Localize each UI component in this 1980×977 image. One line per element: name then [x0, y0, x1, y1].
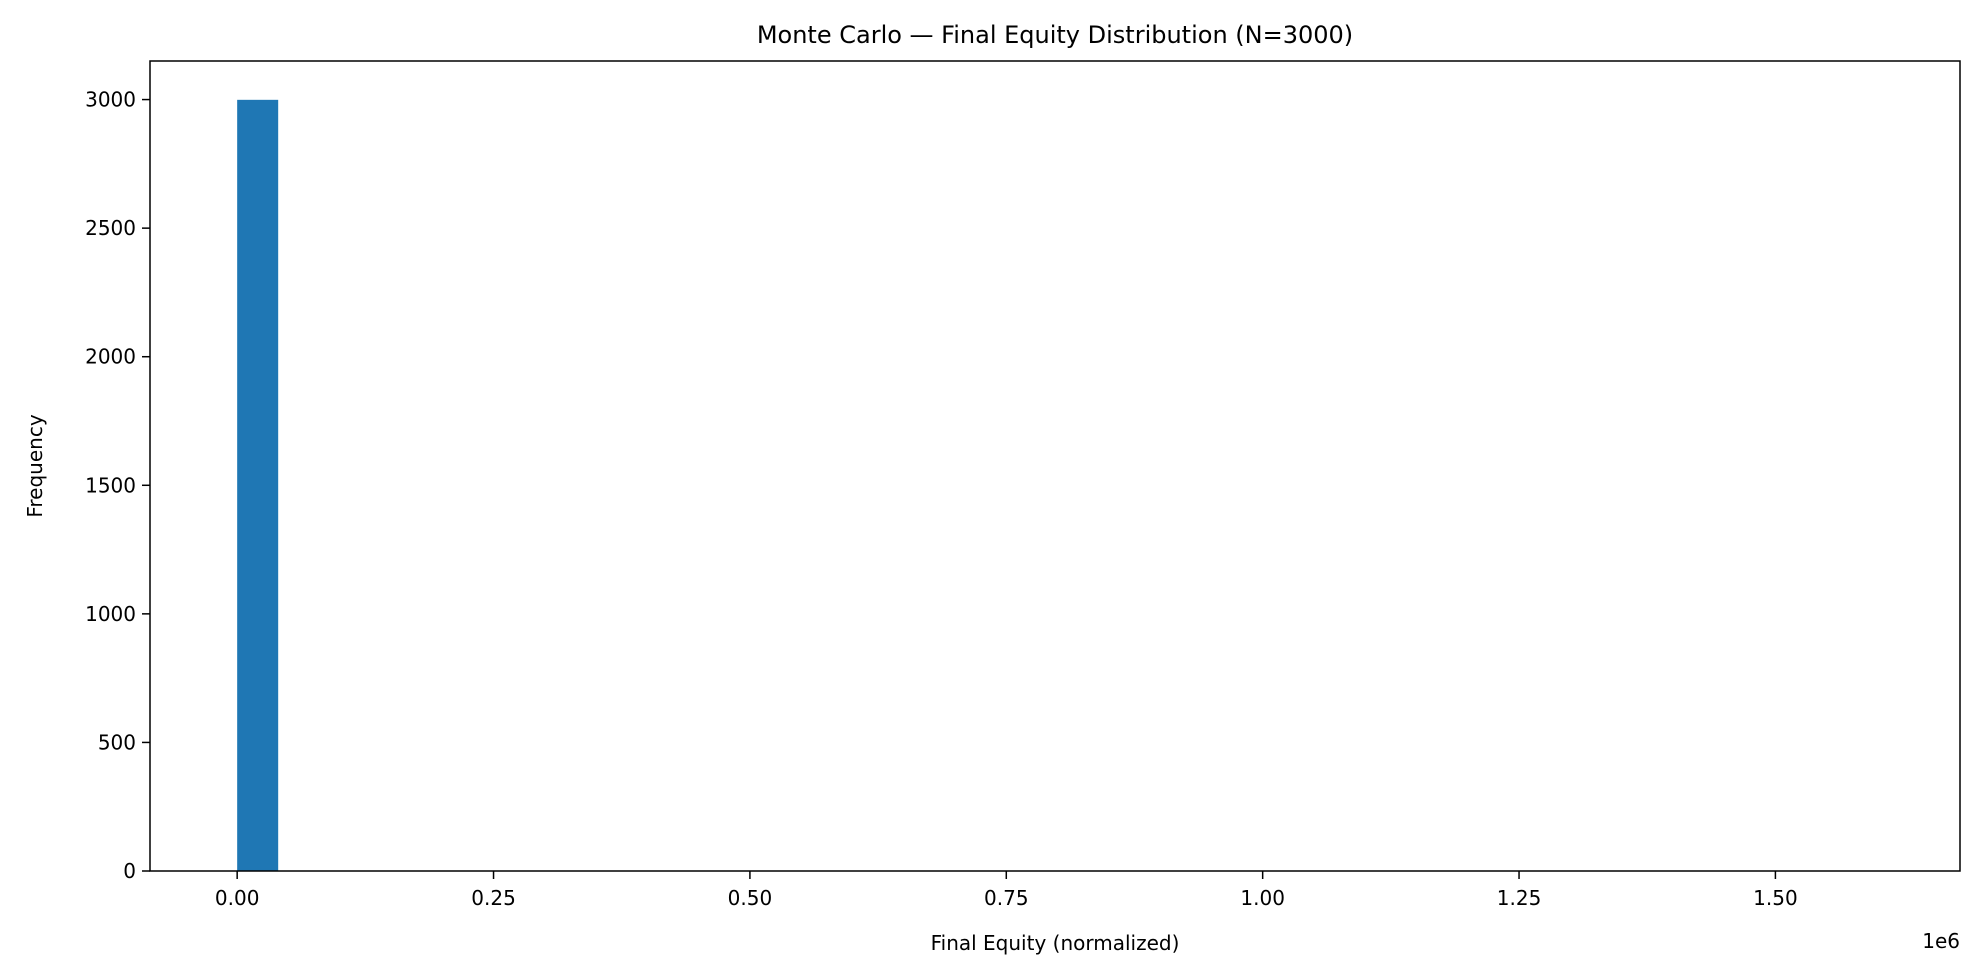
- histogram-bar-0: [237, 99, 279, 872]
- x-axis-offset-label: 1e6: [1922, 929, 1960, 953]
- chart-title: Monte Carlo — Final Equity Distribution …: [757, 21, 1353, 49]
- x-tick-label: 0.25: [471, 886, 516, 910]
- x-tick-label: 0.00: [215, 886, 260, 910]
- y-tick-label: 2500: [85, 216, 136, 240]
- x-axis: 0.00 0.25 0.50 0.75 1.00 1.25 1.50: [215, 871, 1798, 910]
- y-tick-label: 2000: [85, 345, 136, 369]
- plot-area: [237, 99, 279, 872]
- y-axis: 0 500 1000 1500 2000 2500 3000: [85, 88, 150, 883]
- x-tick-label: 1.00: [1240, 886, 1285, 910]
- x-tick-label: 1.25: [1497, 886, 1542, 910]
- y-tick-label: 1000: [85, 602, 136, 626]
- y-tick-label: 0: [123, 859, 136, 883]
- y-tick-label: 3000: [85, 88, 136, 112]
- y-tick-label: 500: [98, 730, 136, 754]
- x-tick-label: 0.75: [984, 886, 1029, 910]
- plot-frame: [149, 60, 1961, 872]
- x-tick-label: 1.50: [1753, 886, 1798, 910]
- x-tick-label: 0.50: [728, 886, 773, 910]
- x-axis-label: Final Equity (normalized): [931, 931, 1180, 955]
- y-axis-label: Frequency: [23, 414, 47, 517]
- y-tick-label: 1500: [85, 473, 136, 497]
